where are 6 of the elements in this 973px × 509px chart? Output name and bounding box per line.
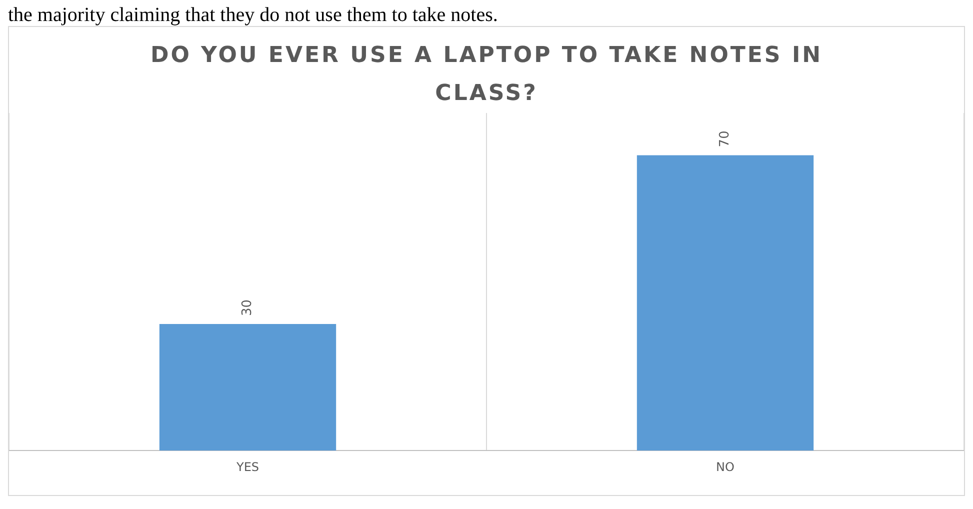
- chart-title: DO YOU EVER USE A LAPTOP TO TAKE NOTES IN CLASS?: [149, 42, 824, 108]
- data-label: 30: [240, 299, 256, 316]
- x-tick-label: NO: [716, 460, 734, 474]
- data-label: 70: [718, 130, 733, 148]
- text: the majority claiming that they do not use them to take notes.: [8, 4, 499, 26]
- x-tick-label: YES: [235, 460, 260, 474]
